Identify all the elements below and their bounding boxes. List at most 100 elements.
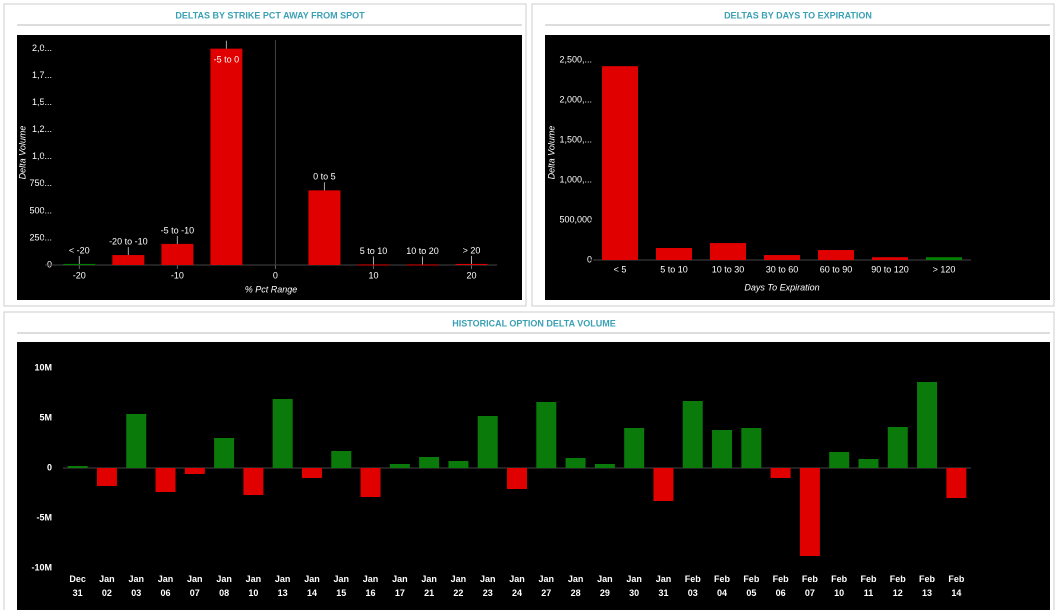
bar — [653, 468, 674, 501]
x-tick-label: Feb 12 — [890, 574, 907, 598]
x-tick-label: Jan 23 — [480, 574, 496, 598]
bar — [389, 464, 410, 468]
bar-label: -20 to -10 — [109, 236, 148, 246]
x-tick-label: 0 — [273, 270, 278, 280]
bar — [946, 468, 967, 498]
bar — [448, 461, 469, 468]
bar — [594, 464, 615, 468]
y-tick-label: 750... — [29, 178, 52, 188]
bar — [419, 457, 440, 468]
y-axis-title: Delta Volume — [17, 126, 27, 180]
bar-label: < -20 — [69, 245, 90, 255]
x-tick-label: Feb 11 — [860, 574, 877, 598]
bar — [357, 264, 390, 266]
x-tick-label: Jan 21 — [421, 574, 437, 598]
x-tick-label: Feb 14 — [948, 574, 965, 598]
x-tick-label: < 5 — [614, 264, 627, 274]
x-tick-label: Jan 31 — [656, 574, 672, 598]
bar — [507, 468, 527, 489]
x-tick-label: Feb 06 — [773, 574, 790, 598]
plot-bg — [17, 342, 1050, 610]
bar-label: -5 to 0 — [214, 54, 240, 64]
bar — [360, 468, 381, 497]
x-tick-label: Feb 10 — [831, 574, 848, 598]
x-tick-label: Feb 04 — [714, 574, 731, 598]
y-tick-label: 2,000,... — [559, 95, 592, 105]
bar-label: 0 to 5 — [313, 172, 336, 182]
y-tick-label: 500,000 — [559, 214, 592, 224]
x-tick-label: Jan 22 — [451, 574, 467, 598]
y-tick-label: 250... — [29, 232, 52, 242]
chart-title: DELTAS BY STRIKE PCT AWAY FROM SPOT — [175, 10, 365, 20]
bar — [126, 414, 147, 468]
y-tick-label: 1,7... — [32, 70, 52, 80]
bar — [602, 66, 638, 260]
bar — [829, 452, 850, 468]
bar — [887, 427, 908, 468]
bar — [301, 468, 322, 478]
x-tick-label: Jan 27 — [539, 574, 555, 598]
x-axis-title: Days To Expiration — [744, 282, 819, 292]
bar-label: 5 to 10 — [360, 246, 388, 256]
bar — [565, 458, 586, 468]
bar — [184, 468, 205, 474]
y-tick-label: 1,2... — [32, 124, 52, 134]
y-tick-label: 2,0... — [32, 43, 52, 53]
x-tick-label: Jan 07 — [187, 574, 203, 598]
x-tick-label: Jan 06 — [158, 574, 174, 598]
plot-bg — [17, 35, 522, 300]
y-tick-label: 0 — [47, 462, 52, 472]
bar — [112, 255, 145, 265]
bar — [858, 459, 879, 468]
bar — [872, 257, 908, 260]
bar-label: > 20 — [463, 245, 481, 255]
x-tick-label: Jan 29 — [597, 574, 613, 598]
bar — [741, 428, 762, 468]
chart-title: HISTORICAL OPTION DELTA VOLUME — [452, 318, 616, 328]
y-tick-label: 1,0... — [32, 151, 52, 161]
bar — [272, 399, 293, 468]
x-tick-label: Feb 05 — [743, 574, 760, 598]
bar — [764, 255, 800, 260]
bar — [710, 243, 746, 260]
y-tick-label: 0 — [47, 259, 52, 269]
bar — [656, 248, 692, 260]
y-tick-label: -10M — [31, 562, 52, 572]
y-tick-label: 500... — [29, 205, 52, 215]
x-tick-label: 10 to 30 — [712, 264, 745, 274]
bar — [155, 468, 176, 492]
bar — [406, 264, 439, 266]
bar — [67, 466, 88, 468]
x-axis-title: % Pct Range — [245, 284, 298, 294]
bar — [770, 468, 791, 478]
x-tick-label: -20 — [73, 270, 86, 280]
x-tick-label: 90 to 120 — [871, 264, 909, 274]
y-tick-label: 0 — [587, 254, 592, 264]
x-tick-label: 20 — [466, 270, 476, 280]
bar — [63, 263, 96, 265]
bar-label: -5 to -10 — [161, 225, 195, 235]
bar — [477, 416, 498, 468]
y-tick-label: 1,5... — [32, 97, 52, 107]
x-tick-label: > 120 — [933, 264, 956, 274]
x-tick-label: Dec 31 — [69, 574, 86, 598]
x-tick-label: Jan 10 — [246, 574, 262, 598]
x-tick-label: 10 — [368, 270, 378, 280]
y-axis-title: Delta Volume — [546, 126, 556, 180]
x-tick-label: Jan 13 — [275, 574, 291, 598]
y-tick-label: 1,000,... — [559, 174, 592, 184]
x-tick-label: Jan 30 — [626, 574, 642, 598]
x-tick-label: Feb 13 — [919, 574, 936, 598]
bar — [624, 428, 645, 468]
x-tick-label: Jan 08 — [216, 574, 232, 598]
x-tick-label: Jan 03 — [128, 574, 144, 598]
x-tick-label: Jan 16 — [363, 574, 379, 598]
x-tick-label: Jan 17 — [392, 574, 408, 598]
bar — [214, 438, 235, 468]
bar — [308, 190, 341, 265]
bar — [243, 468, 264, 495]
y-tick-label: 5M — [39, 412, 52, 422]
x-tick-label: Jan 15 — [334, 574, 350, 598]
x-tick-label: 60 to 90 — [820, 264, 853, 274]
chart-title: DELTAS BY DAYS TO EXPIRATION — [724, 10, 872, 20]
